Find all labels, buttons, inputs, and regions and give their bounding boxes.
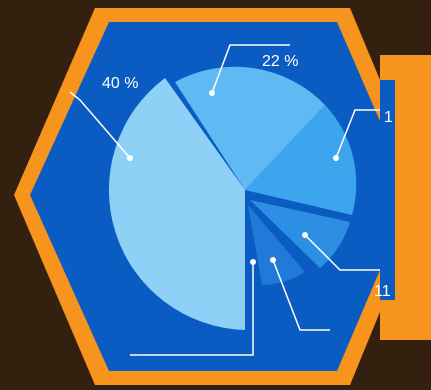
- percent-label: 11: [374, 283, 391, 300]
- pie: [108, 66, 357, 330]
- pie-slice: [245, 105, 357, 215]
- pie-slice: [250, 200, 350, 268]
- percent-label: 40 %: [102, 75, 138, 92]
- pie-slice: [108, 78, 245, 330]
- pie-slice: [175, 66, 325, 190]
- leader-dots: [127, 90, 339, 265]
- pie-slice: [248, 205, 305, 285]
- percent-label: 22 %: [262, 53, 298, 70]
- side-notch: [380, 80, 395, 300]
- leader-lines: [69, 44, 380, 356]
- percent-label: 1: [384, 109, 393, 126]
